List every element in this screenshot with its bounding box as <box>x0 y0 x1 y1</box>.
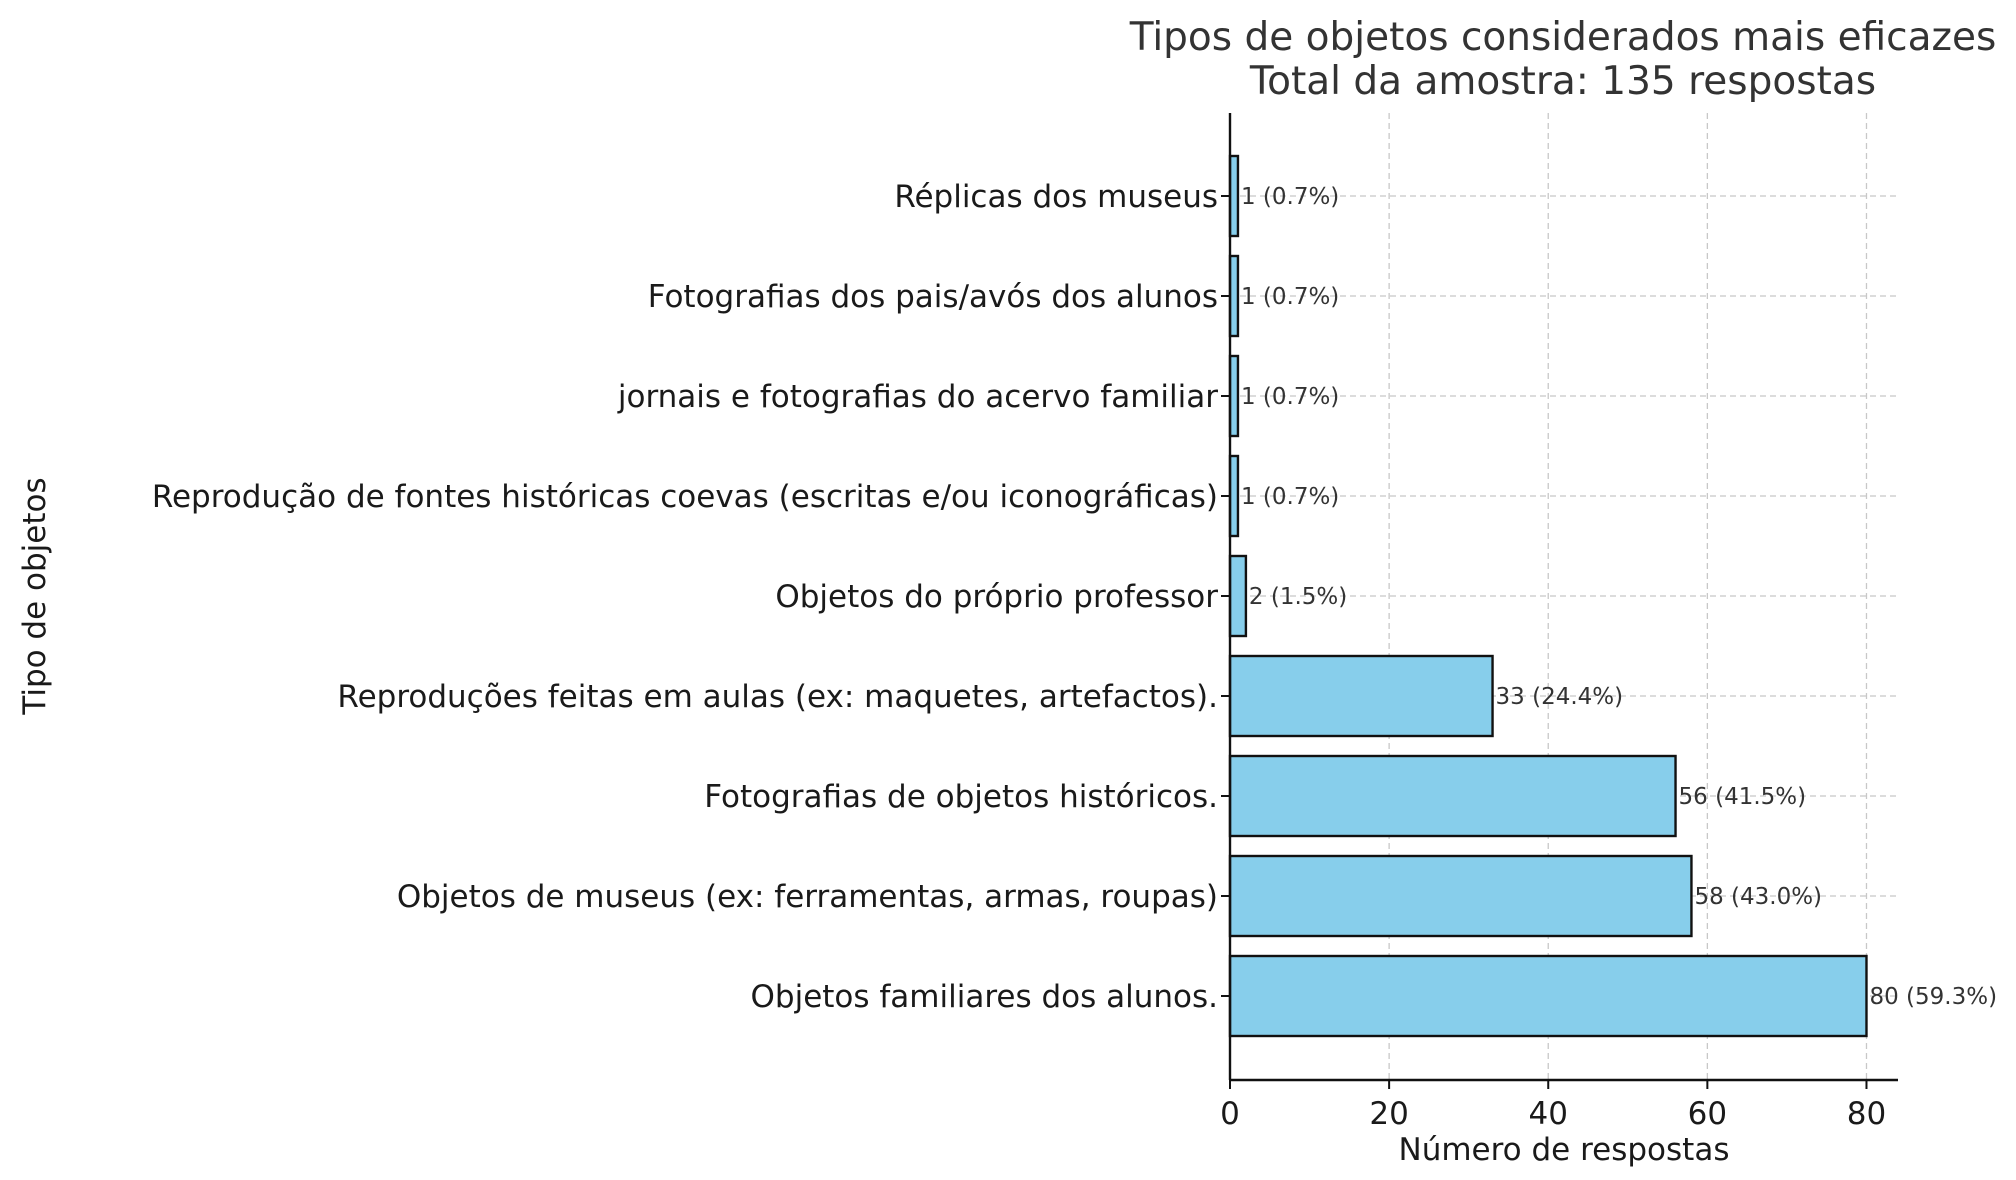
bar-value-label: 33 (24.4%) <box>1496 684 1624 710</box>
bar-value-label: 1 (0.7%) <box>1241 384 1339 410</box>
bar <box>1228 954 1868 1038</box>
bar-value-label: 58 (43.0%) <box>1694 884 1822 910</box>
category-label: jornais e fotografias do acervo familiar <box>617 379 1218 415</box>
bar-value-label: 2 (1.5%) <box>1249 584 1347 610</box>
x-tick-label: 40 <box>1529 1096 1568 1132</box>
x-axis-title: Número de respostas <box>1399 1132 1730 1168</box>
bars <box>1228 154 1868 1038</box>
x-tick-label: 80 <box>1847 1096 1886 1132</box>
category-label: Objetos de museus (ex: ferramentas, arma… <box>397 879 1218 915</box>
category-label: Objetos do próprio professor <box>775 579 1218 615</box>
bar <box>1228 854 1693 938</box>
bar <box>1228 554 1248 638</box>
category-label: Réplicas dos museus <box>894 179 1218 215</box>
axes <box>1221 113 1898 1089</box>
bar-value-label: 1 (0.7%) <box>1241 184 1339 210</box>
bar-value-label: 56 (41.5%) <box>1679 784 1807 810</box>
category-label: Reprodução de fontes históricas coevas (… <box>152 479 1218 515</box>
chart-title: Tipos de objetos considerados mais efica… <box>1129 15 1997 60</box>
category-label: Reproduções feitas em aulas (ex: maquete… <box>337 679 1218 715</box>
bar <box>1228 654 1494 738</box>
bar-value-label: 1 (0.7%) <box>1241 284 1339 310</box>
y-axis-title: Tipo de objetos <box>17 477 53 715</box>
x-tick-label: 0 <box>1220 1096 1240 1132</box>
category-label: Objetos familiares dos alunos. <box>751 979 1219 1015</box>
labels: 0 20 40 60 80 Objetos familiares dos alunos. 8… <box>152 179 1997 1132</box>
category-label: Fotografias de objetos históricos. <box>704 779 1218 815</box>
x-tick-label: 60 <box>1688 1096 1727 1132</box>
bar <box>1228 754 1677 838</box>
bar-value-label: 80 (59.3%) <box>1869 984 1997 1010</box>
bar-value-label: 1 (0.7%) <box>1241 484 1339 510</box>
category-label: Fotografias dos pais/avós dos alunos <box>648 279 1218 315</box>
chart-subtitle: Total da amostra: 135 respostas <box>1249 59 1876 104</box>
x-tick-label: 20 <box>1369 1096 1408 1132</box>
